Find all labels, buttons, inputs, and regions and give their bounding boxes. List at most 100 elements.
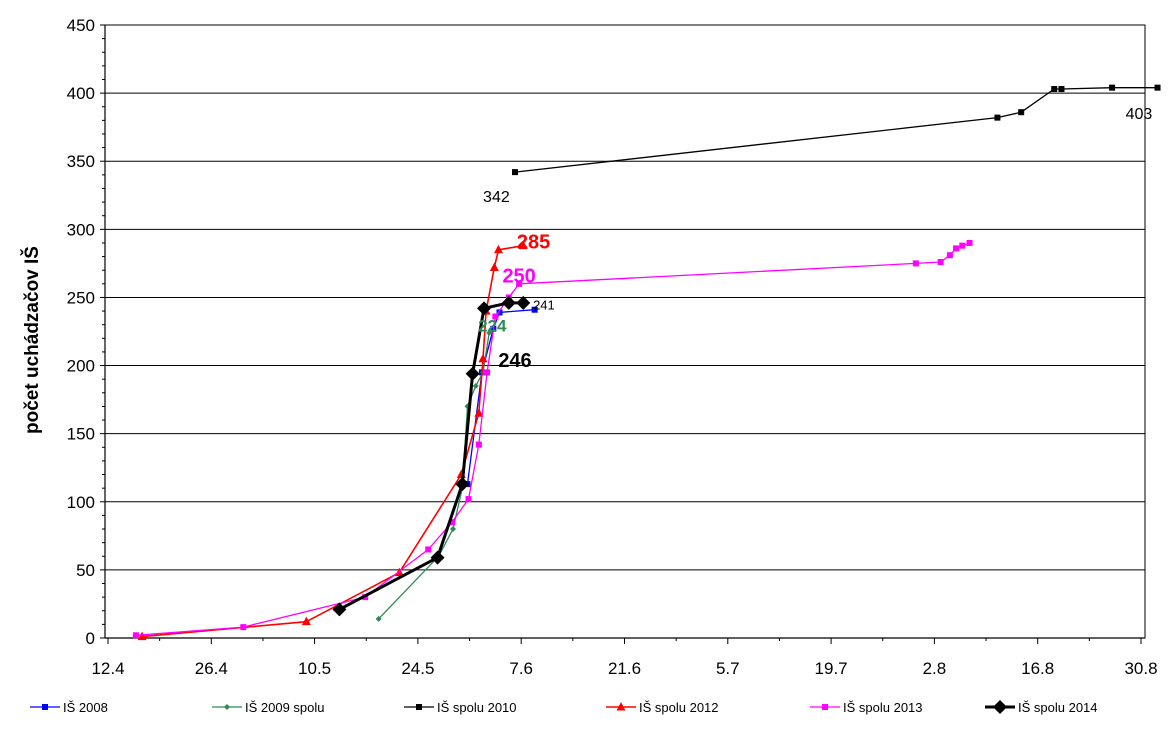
data-point	[516, 295, 531, 310]
x-tick-label: 30.8	[1124, 659, 1157, 678]
plot-frame	[104, 24, 1146, 639]
x-tick-label: 12.4	[91, 659, 124, 678]
data-point	[474, 408, 484, 417]
data-point	[1051, 86, 1058, 93]
data-point	[455, 477, 470, 492]
y-tick-label: 50	[76, 561, 95, 580]
x-tick-label: 21.6	[608, 659, 641, 678]
data-point	[1154, 84, 1161, 91]
data-point	[1109, 84, 1116, 91]
series-3	[137, 240, 528, 641]
data-point	[301, 616, 311, 626]
legend-label: IŠ spolu 2014	[1018, 700, 1098, 715]
legend-label: IŠ 2009 spolu	[245, 700, 325, 715]
data-point	[516, 280, 523, 287]
data-label: 224	[478, 317, 507, 336]
data-point	[132, 632, 139, 639]
y-tick-label: 300	[67, 220, 95, 239]
legend: IŠ 2008 IŠ 2009 spolu IŠ spolu 2010 IŠ spol…	[30, 700, 1098, 715]
data-point	[531, 306, 538, 313]
x-tick-label: 16.8	[1021, 659, 1054, 678]
y-tick-label: 150	[67, 425, 95, 444]
series-line	[466, 309, 535, 485]
axes: 0 50 100 150 200 250 300 350 400 450 12.4 26.4 10.5 2…	[67, 16, 1158, 678]
annotations: 403 342 285 250 241 224 246	[478, 106, 1152, 372]
legend-swatch-marker	[822, 704, 828, 710]
y-tick-label: 250	[67, 288, 95, 307]
legend-label: IŠ spolu 2012	[639, 700, 719, 715]
data-label: 241	[533, 298, 555, 313]
data-point	[1058, 86, 1065, 93]
legend-item: IŠ spolu 2012	[606, 700, 719, 715]
data-point	[332, 602, 347, 617]
data-label: 246	[498, 350, 531, 372]
series-line	[514, 87, 1158, 173]
data-point	[430, 550, 445, 565]
series-5	[332, 295, 531, 617]
legend-item: IŠ spolu 2013	[810, 700, 923, 715]
legend-item: IŠ spolu 2010	[404, 700, 517, 715]
data-point	[475, 441, 482, 448]
data-point	[994, 114, 1001, 121]
legend-label: IŠ spolu 2013	[843, 700, 923, 715]
x-tick-label: 10.5	[298, 659, 331, 678]
data-point	[959, 242, 966, 249]
data-point	[946, 252, 953, 259]
data-point	[492, 313, 499, 320]
data-point	[489, 262, 499, 271]
y-tick-label: 200	[67, 357, 95, 376]
y-tick-label: 450	[67, 16, 95, 35]
data-point	[448, 519, 455, 526]
x-tick-label: 19.7	[815, 659, 848, 678]
data-point	[477, 301, 492, 316]
data-point	[912, 260, 919, 267]
y-tick-label: 100	[67, 493, 95, 512]
series-layer	[132, 84, 1161, 641]
data-point	[486, 329, 493, 336]
y-tick-label: 0	[86, 629, 95, 648]
data-point	[375, 615, 382, 622]
data-point	[450, 526, 457, 533]
legend-item: IŠ 2008	[30, 700, 108, 715]
legend-swatch-marker	[416, 704, 422, 710]
legend-swatch-marker	[224, 704, 230, 710]
series-2	[512, 84, 1161, 176]
data-label: 250	[502, 265, 535, 287]
data-point	[937, 259, 944, 266]
data-point	[518, 240, 528, 250]
y-axis-title: počet uchádzačov IŠ	[21, 246, 43, 434]
y-tick-label: 400	[67, 84, 95, 103]
data-point	[472, 382, 479, 389]
data-point	[1018, 109, 1025, 116]
gridlines	[104, 24, 1146, 639]
data-point	[966, 239, 973, 246]
data-point	[425, 546, 432, 553]
data-point	[478, 353, 488, 363]
x-tick-label: 2.8	[923, 659, 947, 678]
data-point	[465, 366, 480, 381]
data-label: 285	[517, 231, 550, 253]
legend-swatch-marker	[42, 704, 48, 710]
legend-label: IŠ spolu 2010	[437, 700, 517, 715]
x-tick-label: 24.5	[401, 659, 434, 678]
legend-item: IŠ spolu 2014	[985, 700, 1098, 715]
data-point	[512, 169, 519, 176]
data-point	[240, 624, 247, 631]
series-line	[142, 244, 524, 638]
x-tick-label: 7.6	[509, 659, 533, 678]
data-point	[501, 295, 516, 310]
data-point	[465, 496, 472, 503]
data-point	[484, 369, 491, 376]
data-label: 342	[483, 189, 510, 206]
y-tick-label: 350	[67, 152, 95, 171]
data-point	[493, 244, 503, 254]
data-point	[137, 631, 147, 641]
x-tick-label: 5.7	[716, 659, 740, 678]
data-label: 403	[1126, 106, 1153, 123]
x-tick-label: 26.4	[195, 659, 228, 678]
legend-swatch-marker	[616, 702, 626, 711]
legend-swatch-marker	[993, 700, 1007, 714]
legend-label: IŠ 2008	[63, 700, 108, 715]
